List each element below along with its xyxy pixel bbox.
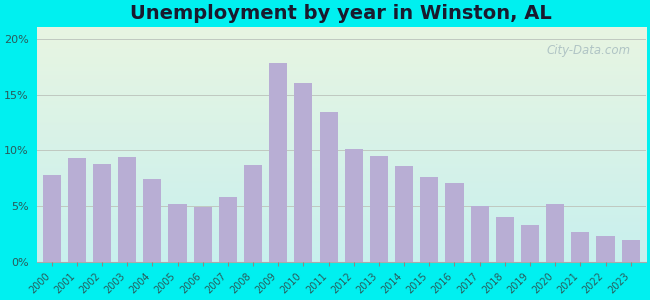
Bar [521,225,539,262]
Bar [118,157,136,262]
Bar [320,112,337,262]
Bar [219,197,237,262]
Text: City-Data.com: City-Data.com [547,44,630,57]
Bar [43,175,60,262]
Bar [68,158,86,262]
Bar [546,204,564,262]
Bar [93,164,111,262]
Bar [445,183,463,262]
Bar [621,240,640,262]
Bar [244,165,262,262]
Bar [471,206,489,262]
Bar [194,207,212,262]
Bar [168,204,187,262]
Bar [597,236,615,262]
Bar [344,149,363,262]
Bar [370,156,388,262]
Bar [421,177,438,262]
Bar [294,83,313,262]
Bar [571,232,590,262]
Bar [269,63,287,262]
Bar [395,166,413,262]
Bar [496,218,514,262]
Bar [143,179,161,262]
Title: Unemployment by year in Winston, AL: Unemployment by year in Winston, AL [130,4,552,23]
